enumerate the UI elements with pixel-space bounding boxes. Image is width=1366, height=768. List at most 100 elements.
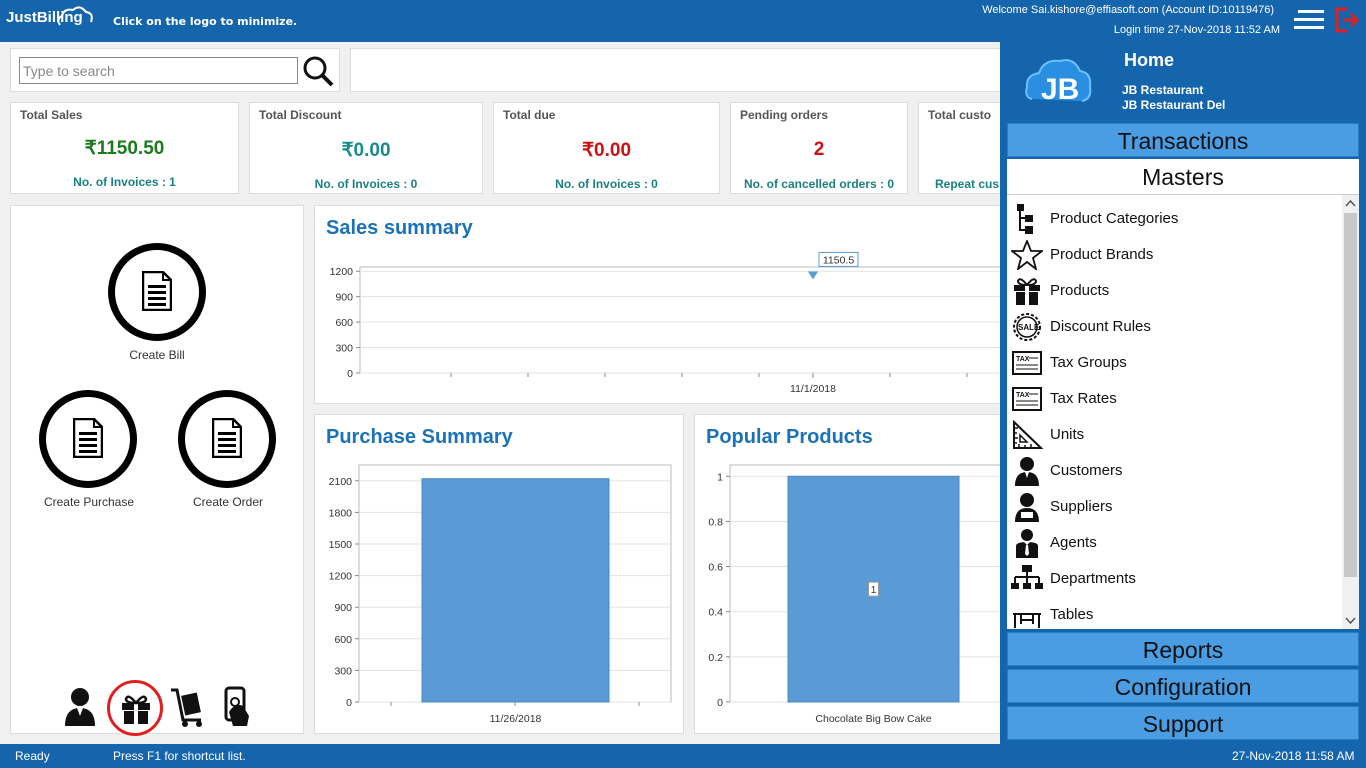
x-tick-label: 11/26/2018 bbox=[490, 713, 542, 725]
y-tick-label: 0.8 bbox=[708, 516, 723, 528]
masters-list: Product Categories Product Brands Produc… bbox=[1007, 195, 1359, 629]
y-tick-label: 0.6 bbox=[708, 562, 723, 574]
masters-item-label: Tax Rates bbox=[1050, 390, 1117, 407]
ruler-icon bbox=[1013, 420, 1043, 449]
data-point bbox=[808, 271, 818, 280]
section-configuration[interactable]: Configuration bbox=[1007, 669, 1359, 703]
total-discount-card[interactable]: Total Discount ₹0.00 No. of Invoices : 0 bbox=[249, 102, 483, 194]
payment-icon[interactable] bbox=[223, 686, 253, 728]
search-input[interactable] bbox=[19, 57, 298, 84]
sale-badge-icon: SALE bbox=[1013, 313, 1041, 341]
y-tick-label: 600 bbox=[335, 317, 353, 329]
card-title: Total custo bbox=[928, 108, 992, 122]
x-tick-label: 11/1/2018 bbox=[790, 383, 836, 395]
create-bill-button[interactable] bbox=[108, 243, 206, 341]
section-masters[interactable]: Masters bbox=[1007, 159, 1359, 195]
masters-item-agents[interactable]: Agents bbox=[1007, 525, 1342, 561]
data-label: 1 bbox=[871, 585, 877, 596]
document-icon bbox=[212, 418, 242, 458]
svg-text:TAX: TAX bbox=[1016, 356, 1030, 363]
card-value: ₹0.00 bbox=[341, 140, 391, 161]
bar bbox=[421, 478, 610, 703]
masters-item-departments[interactable]: Departments bbox=[1007, 561, 1342, 597]
masters-item-label: Tax Groups bbox=[1050, 354, 1127, 371]
section-support[interactable]: Support bbox=[1007, 706, 1359, 740]
total-sales-card[interactable]: Total Sales ₹1150.50 No. of Invoices : 1 bbox=[10, 102, 239, 194]
masters-item-label: Discount Rules bbox=[1050, 318, 1151, 335]
masters-item-tax-rates[interactable]: TAX Tax Rates bbox=[1007, 381, 1342, 417]
welcome-text: Welcome Sai.kishore@effiasoft.com (Accou… bbox=[982, 4, 1274, 16]
masters-item-label: Units bbox=[1050, 426, 1085, 443]
card-value: ₹0.00 bbox=[581, 140, 632, 161]
login-time: Login time 27-Nov-2018 11:52 AM bbox=[1113, 24, 1280, 36]
gift-icon bbox=[1014, 278, 1040, 305]
masters-item-label: Product Categories bbox=[1050, 210, 1179, 227]
app-logo[interactable]: JustBilling bbox=[6, 6, 93, 26]
total-customers-card[interactable]: Total custo Repeat cus bbox=[918, 102, 1008, 194]
y-tick-label: 1800 bbox=[329, 507, 353, 519]
masters-item-product-brands[interactable]: Product Brands bbox=[1007, 237, 1342, 273]
card-sub: No. of Invoices : 0 bbox=[555, 177, 658, 191]
scroll-up-icon[interactable] bbox=[1345, 199, 1356, 207]
company-name: JB Restaurant bbox=[1122, 83, 1204, 97]
card-title: Total Sales bbox=[20, 108, 83, 122]
create-order-button[interactable] bbox=[178, 390, 276, 488]
y-tick-label: 0.4 bbox=[708, 607, 723, 619]
products-shortcut-button[interactable] bbox=[107, 680, 163, 736]
masters-item-discount-rules[interactable]: SALE Discount Rules bbox=[1007, 309, 1342, 345]
masters-item-label: Agents bbox=[1050, 534, 1097, 551]
total-due-card[interactable]: Total due ₹0.00 No. of Invoices : 0 bbox=[493, 102, 720, 194]
search-icon[interactable] bbox=[302, 55, 334, 87]
masters-item-customers[interactable]: Customers bbox=[1007, 453, 1342, 489]
y-tick-label: 300 bbox=[334, 665, 352, 677]
jb-logo-text: JB bbox=[1041, 73, 1079, 106]
masters-item-suppliers[interactable]: Suppliers bbox=[1007, 489, 1342, 525]
create-purchase-button[interactable] bbox=[39, 390, 137, 488]
status-bar: Ready Press F1 for shortcut list. 27-Nov… bbox=[0, 744, 1366, 768]
card-value: ₹1150.50 bbox=[84, 138, 165, 159]
svg-text:TAX: TAX bbox=[1016, 392, 1030, 399]
masters-scrollbar[interactable] bbox=[1342, 195, 1359, 629]
scroll-thumb[interactable] bbox=[1344, 213, 1357, 577]
create-purchase-label: Create Purchase bbox=[43, 495, 135, 509]
pending-orders-card[interactable]: Pending orders 2 No. of cancelled orders… bbox=[730, 102, 908, 194]
hamburger-menu-icon[interactable] bbox=[1294, 10, 1324, 32]
customer-icon bbox=[1015, 457, 1039, 486]
y-tick-label: 0 bbox=[717, 697, 723, 709]
gift-icon bbox=[122, 695, 150, 724]
logout-icon[interactable] bbox=[1333, 6, 1361, 34]
org-chart-icon bbox=[1011, 565, 1043, 589]
scroll-down-icon[interactable] bbox=[1345, 617, 1356, 625]
table-icon bbox=[1013, 613, 1041, 628]
branch-name: JB Restaurant Del bbox=[1122, 98, 1226, 112]
popular-products-panel: Popular Products 0 0.2 0.4 0.6 0.8 1 1 Chocolat… bbox=[694, 414, 1015, 734]
masters-item-tax-groups[interactable]: TAX Tax Groups bbox=[1007, 345, 1342, 381]
panel-title: Popular Products bbox=[706, 426, 873, 448]
masters-item-product-categories[interactable]: Product Categories bbox=[1007, 201, 1342, 237]
y-tick-label: 600 bbox=[334, 634, 352, 646]
jb-logo[interactable]: JB bbox=[1024, 55, 1094, 109]
y-tick-label: 1 bbox=[717, 471, 723, 483]
category-tree-icon bbox=[1017, 204, 1033, 234]
panel-title: Purchase Summary bbox=[326, 426, 513, 448]
cloud-icon bbox=[57, 6, 93, 26]
status-datetime: 27-Nov-2018 11:58 AM bbox=[1232, 749, 1355, 763]
side-home-title[interactable]: Home bbox=[1124, 50, 1175, 70]
card-value: 2 bbox=[813, 139, 825, 160]
status-ready: Ready bbox=[15, 749, 50, 763]
section-reports[interactable]: Reports bbox=[1007, 632, 1359, 666]
card-title: Total due bbox=[503, 108, 556, 122]
customer-icon[interactable] bbox=[63, 686, 97, 726]
trolley-icon[interactable] bbox=[169, 686, 205, 728]
popular-products-chart: 0 0.2 0.4 0.6 0.8 1 1 Chocolate Big Bow Cake bbox=[708, 464, 1015, 725]
masters-item-units[interactable]: Units bbox=[1007, 417, 1342, 453]
top-bar bbox=[0, 0, 1366, 42]
masters-item-tables[interactable]: Tables bbox=[1007, 597, 1342, 629]
data-label: 1150.5 bbox=[823, 254, 854, 266]
section-transactions[interactable]: Transactions bbox=[1007, 123, 1359, 157]
status-hint: Press F1 for shortcut list. bbox=[113, 749, 246, 763]
masters-item-label: Products bbox=[1050, 282, 1110, 299]
masters-item-label: Suppliers bbox=[1050, 498, 1113, 515]
masters-item-products[interactable]: Products bbox=[1007, 273, 1342, 309]
supplier-icon bbox=[1015, 493, 1039, 522]
